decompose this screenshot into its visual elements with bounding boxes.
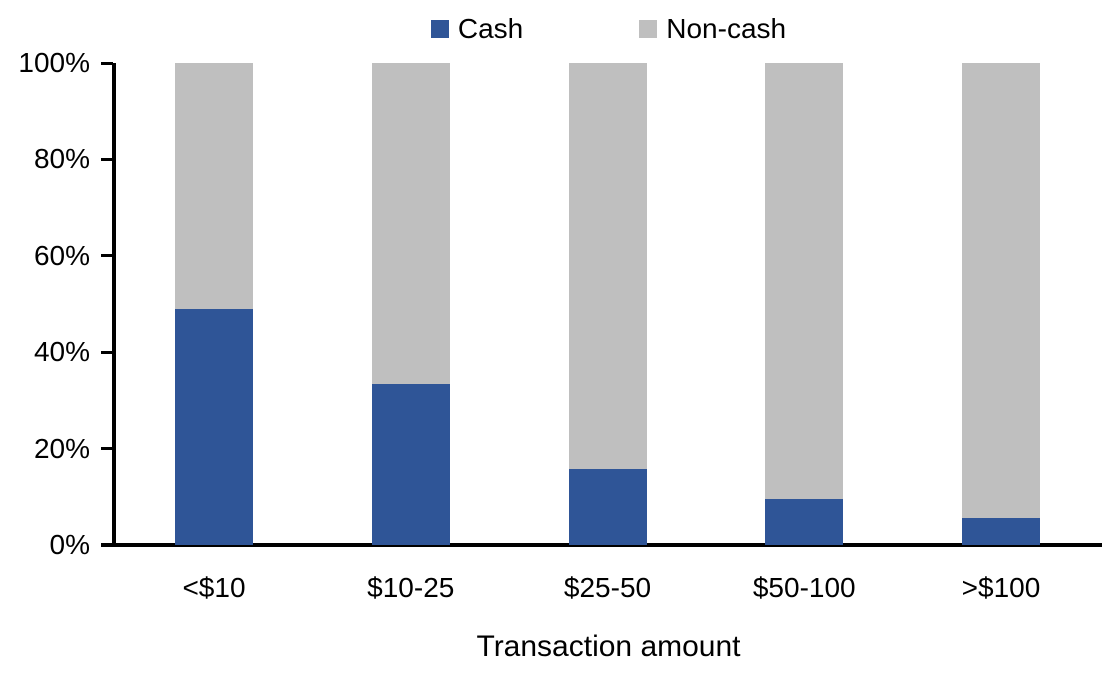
y-tick-mark bbox=[101, 157, 113, 161]
y-tick-label: 80% bbox=[33, 143, 90, 175]
y-tick-label: 20% bbox=[33, 432, 90, 464]
y-tick-mark bbox=[101, 61, 113, 65]
bar-group-10 bbox=[175, 63, 253, 545]
legend-item-non-cash: Non-cash bbox=[639, 14, 786, 44]
y-tick-mark bbox=[101, 447, 113, 451]
legend-swatch-non-cash bbox=[639, 20, 658, 38]
y-axis-line bbox=[112, 63, 116, 547]
bar-group-10-25 bbox=[371, 63, 450, 545]
bar-segment-cash bbox=[962, 518, 1040, 545]
y-tick-label: 100% bbox=[18, 47, 90, 78]
x-category-label: $10-25 bbox=[367, 572, 455, 603]
bar-segment-cash bbox=[371, 383, 450, 545]
legend-label: Cash bbox=[457, 13, 524, 44]
bar-segment-cash bbox=[568, 468, 647, 545]
bar-group-25-50 bbox=[568, 63, 647, 545]
y-tick-label: 40% bbox=[33, 336, 90, 368]
chart-legend: Cash Non-cash bbox=[115, 12, 1102, 46]
bar-group-100 bbox=[962, 63, 1040, 545]
bar-segment-non-cash bbox=[568, 63, 647, 469]
y-tick-label: 60% bbox=[33, 239, 90, 271]
bar-segment-non-cash bbox=[962, 63, 1040, 519]
legend-item-cash: Cash bbox=[430, 13, 524, 44]
y-tick-label: 0% bbox=[49, 529, 90, 560]
legend-label: Non-cash bbox=[666, 13, 787, 44]
bar-group-50-100 bbox=[765, 63, 844, 545]
bar-segment-non-cash bbox=[175, 63, 253, 309]
y-tick-mark bbox=[101, 350, 113, 354]
x-axis-line bbox=[101, 543, 1102, 547]
y-tick-mark bbox=[101, 543, 113, 547]
bar-segment-non-cash bbox=[765, 63, 844, 500]
bar-segment-cash bbox=[175, 308, 253, 545]
y-tick-mark bbox=[101, 254, 113, 258]
x-category-label: $50-100 bbox=[752, 572, 856, 603]
legend-swatch-cash bbox=[430, 20, 449, 38]
x-category-label: $25-50 bbox=[563, 572, 652, 603]
bar-segment-non-cash bbox=[371, 63, 450, 384]
x-category-label: >$100 bbox=[961, 572, 1041, 603]
bar-segment-cash bbox=[765, 499, 844, 545]
x-axis-title: Transaction amount bbox=[476, 630, 741, 663]
x-category-label: <$10 bbox=[182, 572, 246, 603]
